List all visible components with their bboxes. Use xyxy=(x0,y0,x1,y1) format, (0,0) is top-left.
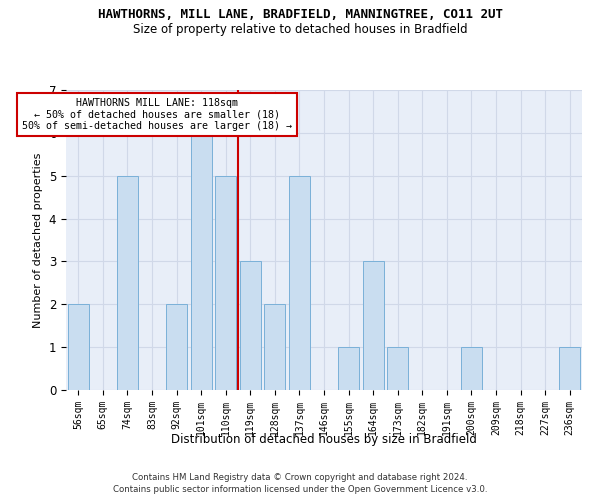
Bar xyxy=(166,304,187,390)
Text: Contains public sector information licensed under the Open Government Licence v3: Contains public sector information licen… xyxy=(113,485,487,494)
Text: HAWTHORNS MILL LANE: 118sqm
← 50% of detached houses are smaller (18)
50% of sem: HAWTHORNS MILL LANE: 118sqm ← 50% of det… xyxy=(22,98,292,131)
Bar xyxy=(265,304,286,390)
Bar xyxy=(68,304,89,390)
Bar xyxy=(338,347,359,390)
Y-axis label: Number of detached properties: Number of detached properties xyxy=(33,152,43,328)
Text: Distribution of detached houses by size in Bradfield: Distribution of detached houses by size … xyxy=(171,432,477,446)
Text: Size of property relative to detached houses in Bradfield: Size of property relative to detached ho… xyxy=(133,22,467,36)
Bar xyxy=(461,347,482,390)
Text: HAWTHORNS, MILL LANE, BRADFIELD, MANNINGTREE, CO11 2UT: HAWTHORNS, MILL LANE, BRADFIELD, MANNING… xyxy=(97,8,503,20)
Bar xyxy=(240,262,261,390)
Bar xyxy=(387,347,408,390)
Bar xyxy=(117,176,138,390)
Bar xyxy=(191,133,212,390)
Bar xyxy=(215,176,236,390)
Bar xyxy=(559,347,580,390)
Bar xyxy=(289,176,310,390)
Bar xyxy=(362,262,383,390)
Text: Contains HM Land Registry data © Crown copyright and database right 2024.: Contains HM Land Registry data © Crown c… xyxy=(132,472,468,482)
